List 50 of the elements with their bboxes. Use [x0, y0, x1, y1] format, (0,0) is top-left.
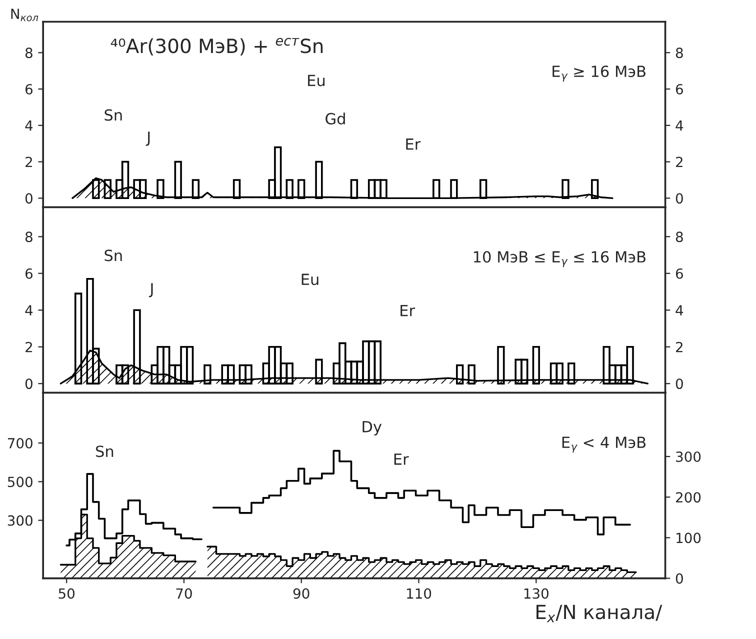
- x-axis-title: E$_{x}$/N канала/: [536, 604, 662, 622]
- annotation: Sn: [104, 250, 122, 262]
- y-tick-label: 0: [25, 193, 32, 204]
- y-tick-label: 2: [26, 342, 32, 352]
- y2-tick-label: 6: [676, 268, 683, 279]
- y-tick-label: 8: [25, 48, 32, 58]
- annotation: J: [146, 132, 150, 146]
- x-tick-label: 130: [524, 588, 548, 599]
- annotation: Sn: [96, 446, 114, 458]
- annotation: Er: [400, 304, 416, 316]
- annotation: E$_{γ}$ < 4 МэВ: [562, 436, 646, 453]
- y-tick-label: 0: [25, 378, 32, 390]
- y2-tick-label: 4: [676, 305, 684, 316]
- y-tick-label: 2: [26, 156, 32, 168]
- annotation: Eu: [308, 74, 325, 86]
- annotation: Er: [406, 138, 421, 150]
- y2-tick-label: 300: [676, 451, 701, 462]
- y2-tick-label: 0: [676, 573, 683, 584]
- y2-tick-label: 8: [676, 48, 683, 58]
- annotation: Dy: [362, 421, 382, 436]
- y2-tick-label: 8: [676, 232, 683, 242]
- annotation: E$_{γ}$ ≥ 16 МэВ: [552, 66, 646, 82]
- x-tick-label: 70: [176, 588, 192, 599]
- y-tick-label: 300: [8, 515, 32, 526]
- annotation: Sn: [104, 109, 122, 121]
- y-tick-label: 8: [25, 232, 32, 242]
- y-tick-label: 4: [25, 305, 33, 316]
- annotation: J: [148, 283, 153, 298]
- y2-tick-label: 6: [676, 84, 683, 94]
- y2-tick-label: 2: [676, 342, 682, 352]
- y-tick-label: 500: [8, 476, 32, 488]
- annotation: Er: [394, 454, 409, 465]
- y2-tick-label: 200: [676, 492, 701, 503]
- y2-tick-label: 100: [676, 532, 701, 544]
- y-axis-title: N$_{кол}$: [11, 8, 38, 22]
- y2-tick-label: 2: [676, 156, 682, 168]
- x-tick-label: 110: [407, 588, 432, 599]
- y2-tick-label: 0: [676, 378, 683, 390]
- y-tick-label: 700: [8, 438, 32, 448]
- annotation: Eu: [302, 274, 318, 286]
- annotation: Gd: [326, 112, 345, 124]
- y-tick-label: 6: [26, 268, 32, 279]
- x-tick-label: 50: [58, 588, 74, 599]
- y2-tick-label: 0: [676, 193, 683, 204]
- y-tick-label: 6: [26, 84, 32, 94]
- x-tick-label: 90: [293, 588, 310, 599]
- text: ⁴⁰Ar(300 МэВ) + $^{ест}$Sn: [110, 38, 323, 56]
- y2-tick-label: 4: [676, 120, 684, 131]
- y-tick-label: 4: [25, 120, 33, 131]
- annotation: 10 МэВ ≤ E$_{γ}$ ≤ 16 МэВ: [474, 251, 646, 268]
